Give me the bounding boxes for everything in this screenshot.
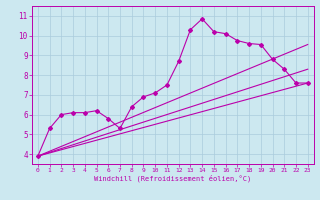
X-axis label: Windchill (Refroidissement éolien,°C): Windchill (Refroidissement éolien,°C) (94, 175, 252, 182)
